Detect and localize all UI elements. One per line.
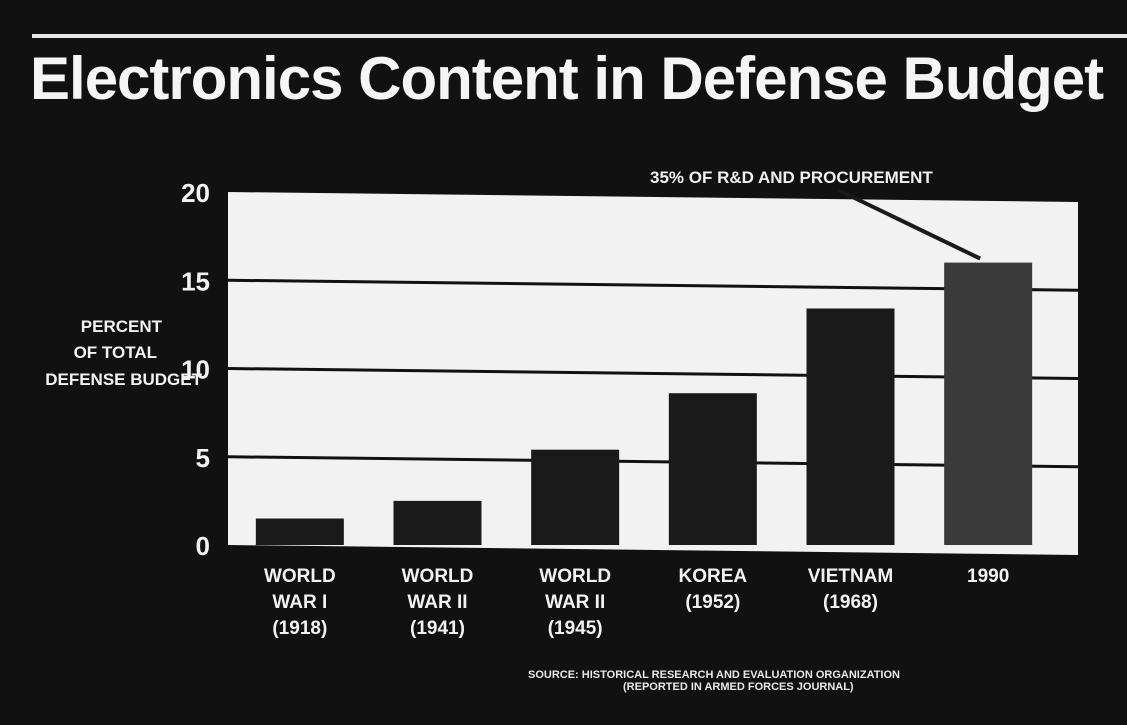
x-tick-label: (1941)	[410, 618, 465, 639]
bar	[393, 500, 482, 545]
bar	[944, 262, 1033, 545]
y-axis-label-line: OF TOTAL	[73, 343, 157, 363]
x-tick-label: (1918)	[272, 618, 327, 639]
y-axis-label-line: PERCENT	[80, 317, 162, 336]
gridline	[227, 455, 1079, 469]
source-line: (REPORTED IN ARMED FORCES JOURNAL)	[623, 681, 854, 693]
source-line: SOURCE: HISTORICAL RESEARCH AND EVALUATI…	[528, 669, 900, 681]
y-axis-label-line: DEFENSE BUDGET	[45, 369, 202, 389]
annotation-leader-line	[837, 188, 982, 261]
bar	[531, 449, 620, 545]
x-tick-label: (1968)	[823, 592, 878, 613]
chart-title: Electronics Content in Defense Budget	[30, 45, 1104, 112]
y-tick-label: 10	[181, 355, 210, 385]
x-tick-label: VIETNAM	[808, 566, 894, 587]
x-tick-label: 1990	[967, 566, 1009, 587]
x-tick-label: WORLD	[402, 566, 474, 587]
annotation-label: 35% OF R&D AND PROCUREMENT	[650, 168, 933, 187]
title-rule	[32, 34, 1127, 38]
y-tick-label: 5	[196, 443, 210, 473]
bar	[806, 308, 895, 545]
source-note: SOURCE: HISTORICAL RESEARCH AND EVALUATI…	[528, 669, 900, 693]
y-tick-label: 20	[181, 178, 210, 208]
y-tick-label: 0	[196, 531, 210, 561]
x-tick-label: WORLD	[539, 566, 611, 587]
x-tick-label: WAR II	[407, 592, 467, 613]
y-tick-label: 15	[181, 266, 210, 296]
x-tick-label: KOREA	[679, 566, 748, 587]
y-axis-label: PERCENT OF TOTAL DEFENSE BUDGET	[2, 314, 202, 393]
bar	[668, 393, 757, 545]
x-tick-label: WORLD	[264, 566, 336, 587]
bar	[255, 518, 344, 545]
x-tick-label: (1952)	[685, 592, 740, 613]
x-tick-label: (1945)	[548, 618, 603, 639]
x-tick-label: WAR I	[272, 592, 327, 613]
gridline	[227, 278, 1079, 292]
gridline	[227, 367, 1079, 380]
x-tick-label: WAR II	[545, 592, 605, 613]
